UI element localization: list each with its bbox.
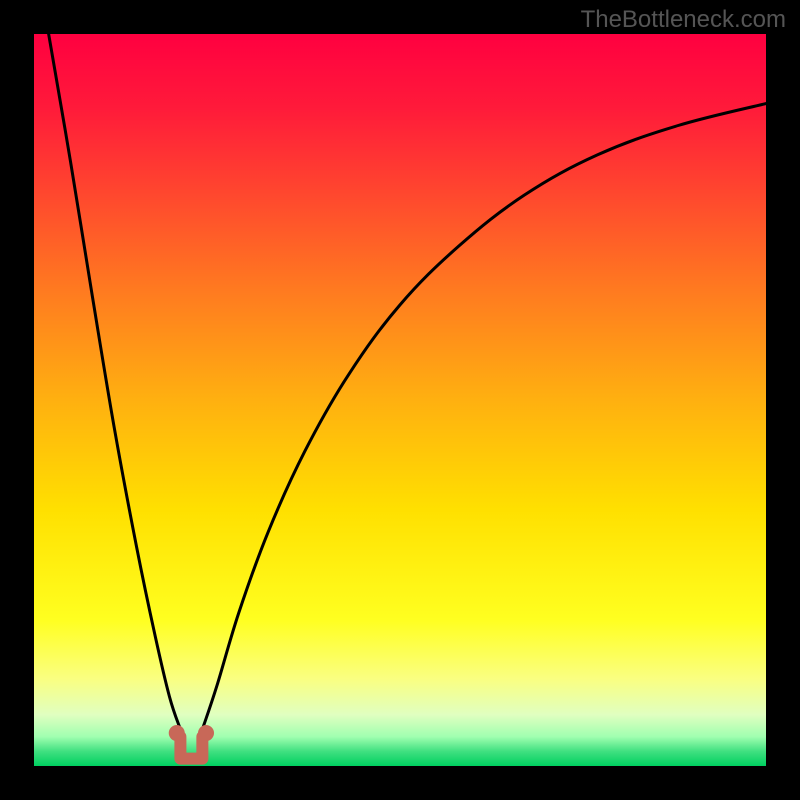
curve-marker-left [169,725,185,741]
watermark-text: TheBottleneck.com [581,6,786,34]
bottleneck-curve [34,34,766,766]
plot-area [34,34,766,766]
curve-marker-right [198,725,214,741]
